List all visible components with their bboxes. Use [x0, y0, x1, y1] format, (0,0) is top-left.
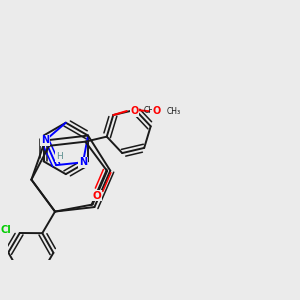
Text: H: H	[56, 152, 63, 161]
Text: CH₃: CH₃	[144, 106, 158, 115]
Text: CH₃: CH₃	[167, 107, 181, 116]
Text: N: N	[41, 136, 49, 146]
Text: N: N	[79, 157, 87, 167]
Text: O: O	[92, 190, 101, 200]
Text: Cl: Cl	[0, 226, 11, 236]
Text: O: O	[153, 106, 161, 116]
Text: O: O	[130, 106, 139, 116]
